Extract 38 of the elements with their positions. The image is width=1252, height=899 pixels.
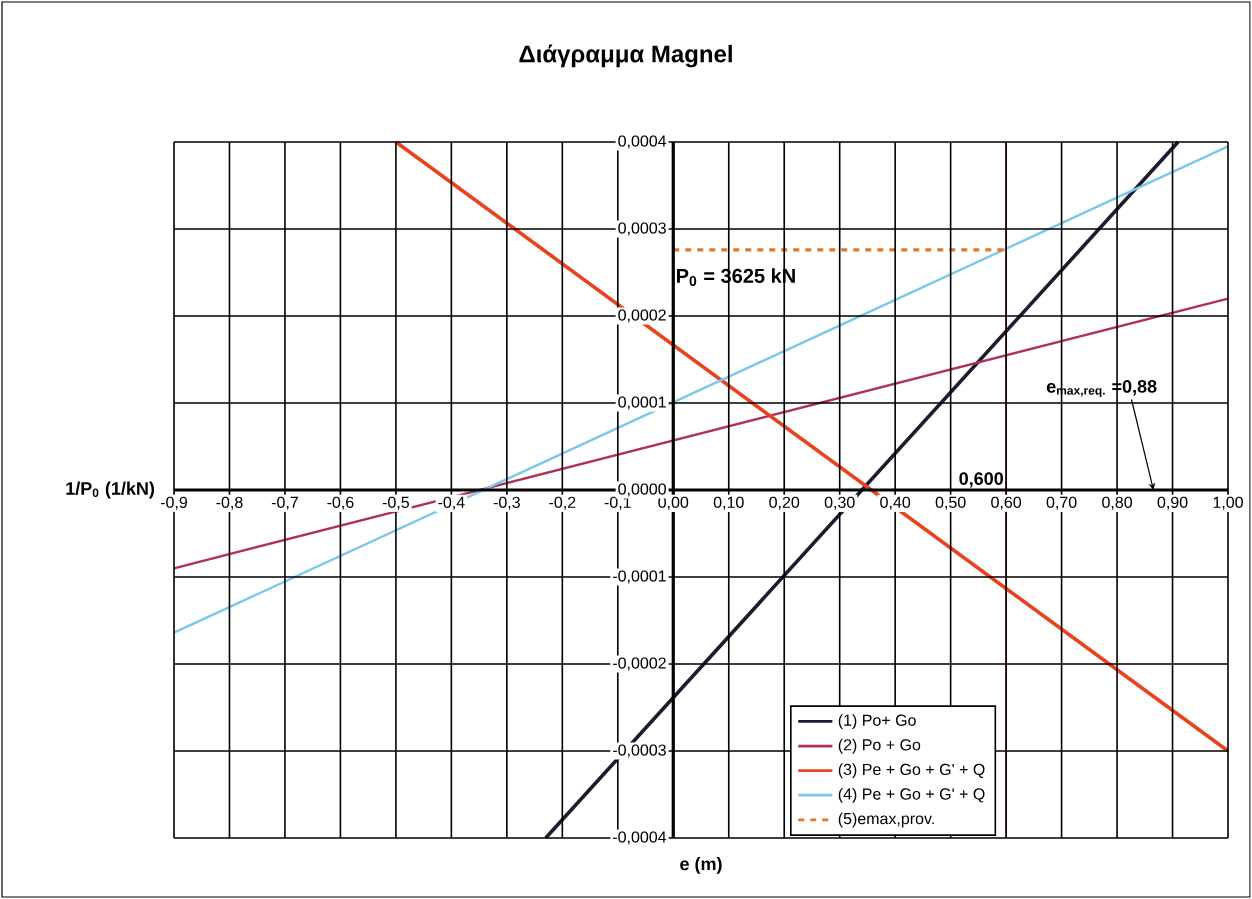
y-tick-label: 0,0002 [618,309,666,323]
x-tick-label: -0,6 [327,496,354,510]
ref-line-label: 0,600 [959,472,1003,488]
chart-title: Διάγραμμα Magnel [519,44,732,68]
y-tick-label: 0,0004 [618,135,667,149]
x-axis-title: e (m) [680,857,722,874]
x-tick-label: -0,8 [216,496,243,510]
x-tick-label: 1,00 [1213,496,1243,510]
y-tick-label: 0,0003 [618,222,666,236]
legend-label: (4) Pe + Go + G' + Q [838,787,985,803]
x-tick-label: -0,2 [549,496,576,510]
x-tick-label: 0,00 [658,496,689,510]
x-tick-label: 0,20 [769,496,800,510]
y-tick-label: -0,0002 [613,657,666,671]
x-tick-label: 0,50 [935,496,966,510]
x-tick-label: 0,40 [880,496,911,510]
x-tick-label: -0,4 [438,496,465,510]
y-tick-label: -0,0001 [613,570,666,584]
x-tick-label: -0,5 [382,496,409,510]
legend-label: (2) Po + Go [838,738,921,754]
x-tick-label: 0,60 [991,496,1022,510]
x-tick-label: 0,70 [1046,496,1077,510]
x-tick-label: -0,7 [271,496,298,510]
legend-label: (1) Po+ Go [838,714,916,730]
x-tick-label: 0,80 [1102,496,1133,510]
x-tick-label: 0,30 [824,496,855,510]
y-tick-label: -0,0003 [613,744,666,758]
x-tick-label: -0,3 [493,496,520,510]
y-tick-label: -0,0004 [613,831,667,845]
y-tick-label: 0,0001 [618,396,666,410]
x-tick-label: -0,1 [604,496,631,510]
legend-label: (5)emax,prov. [838,812,934,828]
x-tick-label: -0,9 [160,496,188,510]
x-tick-label: 0,10 [713,496,744,510]
x-tick-label: 0,90 [1157,496,1188,510]
legend-label: (3) Pe + Go + G' + Q [838,763,985,779]
y-tick-label: 0,0000 [618,483,666,497]
y-axis-title: 1/P$_{0}$ (1/kN) [66,481,155,499]
